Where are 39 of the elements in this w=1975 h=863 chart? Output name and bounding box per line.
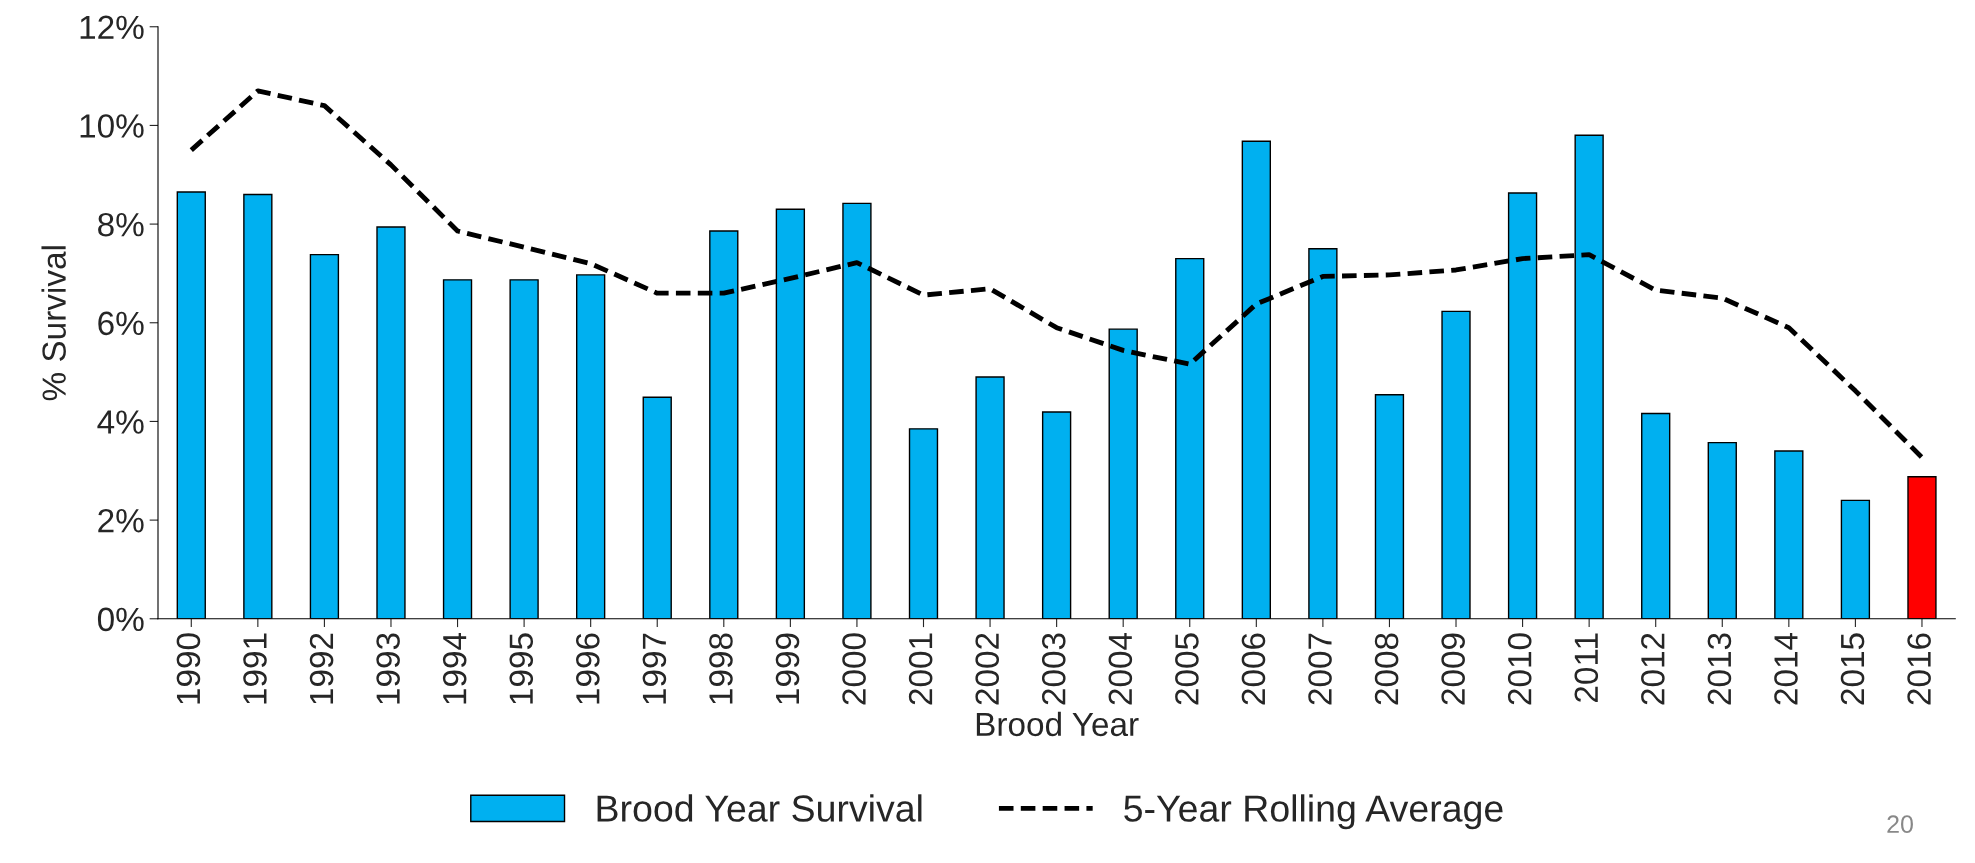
x-tick-label: 2010	[1507, 633, 1532, 705]
x-tick-label: 2002	[975, 633, 1000, 705]
x-tick-label: 1996	[576, 633, 600, 704]
y-tick-label: 12%	[80, 15, 144, 40]
x-tick-label: 2011	[1574, 633, 1599, 702]
legend-label: Brood Year Survival	[597, 794, 922, 822]
y-tick-label: 4%	[97, 410, 144, 434]
x-tick-label: 2000	[842, 633, 866, 705]
legend-label: 5-Year Rolling Average	[1124, 794, 1503, 830]
x-tick-label: 2004	[1108, 632, 1133, 705]
x-tick-label: 2008	[1374, 633, 1399, 705]
x-tick-label: 2003	[1041, 633, 1066, 705]
x-tick-label: 1995	[509, 633, 534, 704]
y-tick-label: 10%	[80, 114, 144, 138]
y-tick-label: 2%	[98, 508, 144, 533]
x-axis-title: Brood Year	[976, 711, 1139, 737]
x-tick-label: 2012	[1641, 633, 1665, 705]
x-tick-label: 2007	[1308, 633, 1332, 705]
x-tick-label: 1998	[709, 633, 733, 704]
x-tick-label: 2006	[1241, 633, 1266, 705]
text: 20	[1887, 815, 1913, 834]
y-tick-label: 6%	[98, 311, 144, 336]
y-axis-title: % Survival	[41, 246, 66, 401]
x-tick-label: 1994	[442, 632, 467, 704]
x-tick-label: 2013	[1707, 633, 1732, 705]
x-tick-label: 1999	[775, 633, 800, 704]
x-tick-label: 1991	[243, 633, 267, 704]
x-tick-label: 1990	[176, 633, 201, 704]
y-tick-label: 0%	[97, 607, 144, 632]
x-tick-label: 2005	[1175, 633, 1199, 705]
x-tick-label: 1997	[642, 633, 667, 704]
x-tick-label: 1992	[309, 633, 334, 704]
x-tick-label: 2009	[1441, 633, 1465, 705]
x-tick-label: 2014	[1774, 632, 1798, 705]
x-tick-label: 2016	[1907, 633, 1931, 705]
x-tick-label: 1993	[376, 633, 400, 704]
x-tick-label: 2001	[908, 633, 933, 705]
x-tick-label: 2015	[1840, 633, 1865, 705]
y-tick-label: 8%	[98, 212, 144, 237]
